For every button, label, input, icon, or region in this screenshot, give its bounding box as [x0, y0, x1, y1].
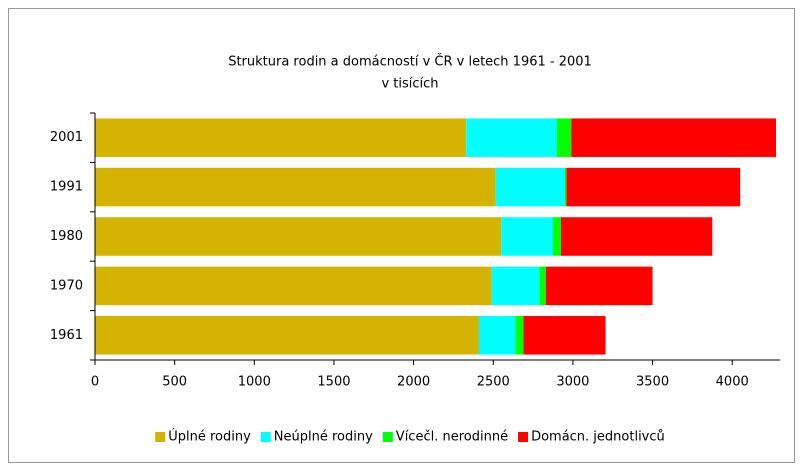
y-tick-label: 1980 — [50, 229, 83, 244]
y-tick-label: 1970 — [50, 278, 83, 293]
x-tick-label: 1500 — [317, 375, 350, 390]
bar-segment — [564, 167, 567, 207]
legend-label: Neúplné rodiny — [274, 430, 373, 445]
bar-segment — [539, 266, 546, 306]
bar-segment — [95, 266, 492, 306]
y-tick-label: 1961 — [50, 328, 83, 343]
x-tick-label: 0 — [91, 375, 99, 390]
bar-segment — [556, 118, 572, 157]
bar-segment — [571, 118, 777, 157]
bar-segment — [545, 266, 653, 306]
y-tick-label: 2001 — [50, 130, 83, 145]
x-tick-label: 2000 — [397, 375, 430, 390]
x-tick-label: 3000 — [556, 375, 589, 390]
legend-swatch — [260, 432, 271, 442]
y-tick-label: 1991 — [50, 180, 83, 195]
bar-segment — [515, 316, 524, 355]
bar-segment — [491, 266, 540, 306]
x-tick-label: 3500 — [636, 375, 669, 390]
bar-segment — [495, 167, 565, 207]
legend-label: Úplné rodiny — [168, 429, 251, 445]
bar-segment — [552, 217, 561, 256]
bar-segment — [560, 217, 713, 256]
x-tick-label: 4000 — [716, 375, 749, 390]
bar-segment — [466, 118, 557, 157]
x-tick-label: 1000 — [238, 375, 271, 390]
legend-swatch — [155, 432, 166, 442]
legend-swatch — [382, 432, 393, 442]
x-tick-label: 2500 — [477, 375, 510, 390]
legend-label: Vícečl. nerodinné — [396, 430, 508, 445]
legend-swatch — [518, 432, 529, 442]
bar-segment — [478, 316, 516, 355]
bar-segment — [566, 167, 741, 207]
legend-label: Domácn. jednotlivců — [531, 430, 665, 445]
x-tick-label: 500 — [162, 375, 187, 390]
chart-title: Struktura rodin a domácností v ČR v lete… — [228, 54, 592, 70]
bar-segment — [95, 316, 479, 355]
bar-segment — [95, 118, 467, 157]
bar-segment — [95, 167, 496, 207]
bar-segment — [523, 316, 606, 355]
bar-segment — [95, 217, 502, 256]
chart-subtitle: v tisících — [381, 77, 438, 92]
bar-segment — [501, 217, 553, 256]
